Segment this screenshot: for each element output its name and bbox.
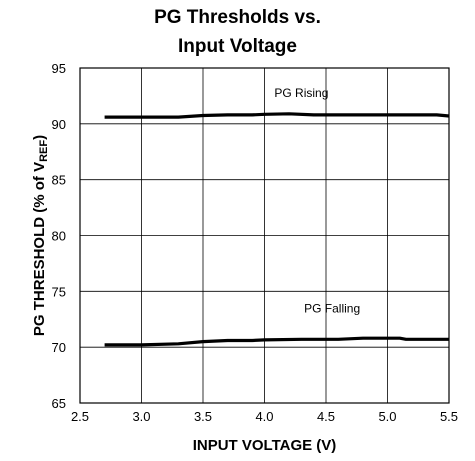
annotation-1: PG Falling bbox=[304, 302, 360, 316]
y-axis-label: PG THRESHOLD (% of VREF) bbox=[31, 135, 50, 336]
grid-lines bbox=[80, 68, 449, 403]
x-tick-label-3: 4.0 bbox=[255, 409, 273, 424]
y-tick-labels: 65 70 75 80 85 90 95 bbox=[52, 61, 66, 411]
y-axis-label-subscript: REF bbox=[38, 140, 50, 162]
x-axis-label: INPUT VOLTAGE (V) bbox=[193, 437, 337, 454]
series-lines bbox=[104, 112, 450, 347]
x-tick-label-6: 5.5 bbox=[440, 409, 458, 424]
x-tick-label-0: 2.5 bbox=[71, 409, 89, 424]
y-tick-label-4: 85 bbox=[52, 173, 66, 188]
plot-frame bbox=[79, 67, 450, 404]
y-tick-label-5: 90 bbox=[52, 117, 66, 132]
annotations: PG Rising PG Falling bbox=[274, 86, 360, 316]
y-tick-label-1: 70 bbox=[52, 340, 66, 355]
annotation-0: PG Rising bbox=[274, 86, 328, 100]
x-tick-labels: 2.5 3.0 3.5 4.0 4.5 5.0 5.5 bbox=[71, 409, 458, 424]
series-line-0 bbox=[104, 112, 450, 119]
x-tick-label-1: 3.0 bbox=[132, 409, 150, 424]
y-tick-label-0: 65 bbox=[52, 396, 66, 411]
y-tick-label-2: 75 bbox=[52, 284, 66, 299]
series-line-1 bbox=[104, 336, 449, 347]
x-tick-label-4: 4.5 bbox=[317, 409, 335, 424]
y-axis-label-close: ) bbox=[31, 135, 48, 140]
x-tick-label-5: 5.0 bbox=[378, 409, 396, 424]
x-tick-label-2: 3.5 bbox=[194, 409, 212, 424]
y-tick-label-6: 95 bbox=[52, 61, 66, 76]
chart-title-line2: Input Voltage bbox=[178, 36, 297, 57]
y-axis-label-main: PG THRESHOLD (% of V bbox=[31, 162, 48, 336]
chart-title-line1: PG Thresholds vs. bbox=[154, 7, 321, 28]
y-tick-label-3: 80 bbox=[52, 229, 66, 244]
